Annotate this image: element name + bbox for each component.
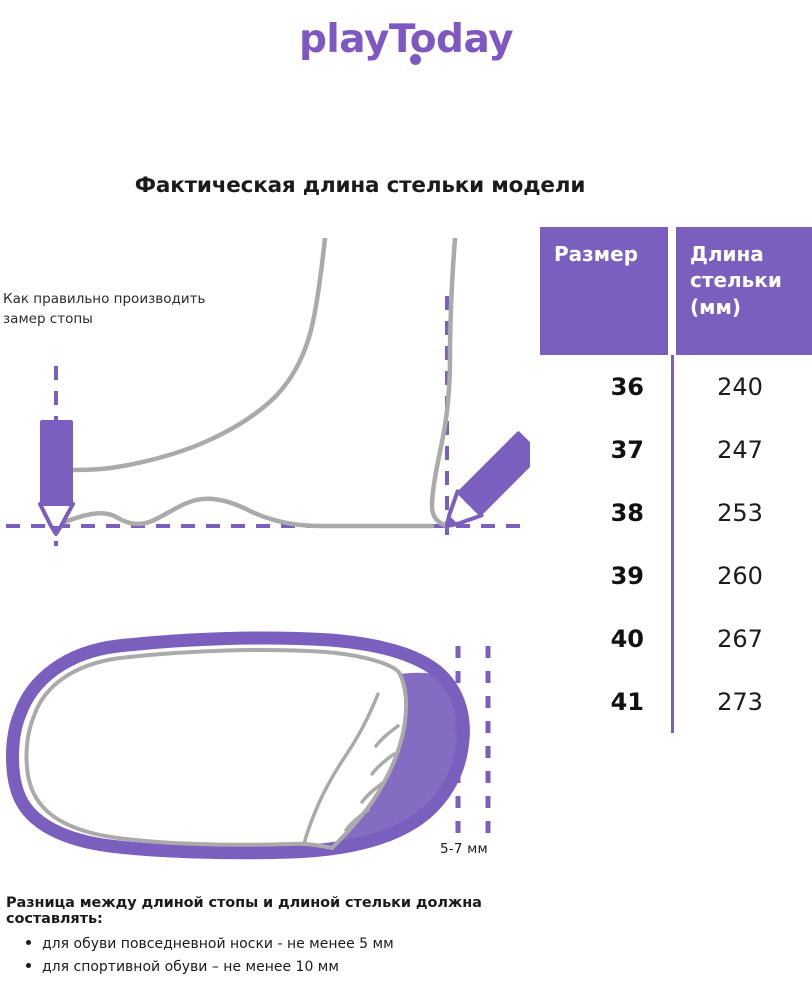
table-row: 36 240 <box>540 355 812 418</box>
foot-side-view-diagram <box>6 238 530 546</box>
logo-wordmark: playToday <box>299 16 514 65</box>
left-pencil-point <box>51 526 61 534</box>
footer-bullet-text: для спортивной обуви – не менее 10 мм <box>42 959 339 975</box>
cell-length: 253 <box>717 498 763 527</box>
right-pencil-point <box>447 515 458 526</box>
toe-divider-4 <box>344 808 370 832</box>
page-title: Фактическая длина стельки модели <box>134 173 586 198</box>
table-header-length-line-2: стельки <box>690 268 782 293</box>
cell-length: 273 <box>717 687 763 716</box>
toe-divider-2 <box>370 752 396 776</box>
cell-size: 40 <box>610 624 644 653</box>
left-pencil-tip <box>40 504 73 534</box>
measure-note-line-1: Как правильно производить <box>3 291 206 307</box>
cell-size: 39 <box>610 561 644 590</box>
table-header-length: Длина стельки (мм) <box>676 227 812 355</box>
cell-length: 260 <box>717 561 763 590</box>
toe-divider-3 <box>360 780 386 804</box>
logo-label: playToday <box>299 16 514 62</box>
cell-size: 38 <box>610 498 644 527</box>
foot-sole-outline <box>54 467 435 529</box>
insole-toe-allowance-fill <box>332 672 464 848</box>
table-column-divider <box>671 355 674 733</box>
table-row: 40 267 <box>540 607 812 670</box>
table-header-size: Размер <box>540 227 668 355</box>
toe-divider-1 <box>374 724 400 748</box>
table-header-length-line-3: (мм) <box>690 294 741 319</box>
table-header-length-line-1: Длина <box>690 242 764 266</box>
cell-length: 247 <box>717 435 763 464</box>
footer-bullet-text: для обуви повседневной носки - не менее … <box>42 936 394 952</box>
insole-outline <box>6 631 470 860</box>
foot-outline-bottom <box>24 656 334 850</box>
bullet-dot-icon <box>26 963 31 968</box>
footer-heading: Разница между длиной стопы и длиной стел… <box>6 895 482 927</box>
measure-note-line-2: замер стопы <box>3 310 93 327</box>
footer-bullet-item: для обуви повседневной носки - не менее … <box>26 936 566 952</box>
table-row: 39 260 <box>540 544 812 607</box>
toe-gap-label: 5-7 мм <box>440 841 488 857</box>
right-pencil-body <box>458 431 530 515</box>
toe-crease-line <box>302 692 380 846</box>
brand-logo: playToday <box>0 8 812 70</box>
table-row: 41 273 <box>540 670 812 733</box>
cell-length: 267 <box>717 624 763 653</box>
leg-back-outline <box>429 238 458 529</box>
insole-footprint-diagram <box>6 631 491 860</box>
cell-length: 240 <box>717 372 763 401</box>
bullet-dot-icon <box>26 940 31 945</box>
footer-notes: Разница между длиной стопы и длиной стел… <box>6 895 566 982</box>
foot-outline-top <box>118 648 409 850</box>
table-row: 37 247 <box>540 418 812 481</box>
table-row: 38 253 <box>540 481 812 544</box>
table-header-row: Размер Длина стельки (мм) <box>540 227 812 355</box>
table-header-size-label: Размер <box>554 242 639 266</box>
right-pencil <box>445 431 530 528</box>
footer-bullet-item: для спортивной обуви – не менее 10 мм <box>26 959 566 975</box>
left-pencil-body <box>40 420 73 504</box>
cell-size: 37 <box>610 435 644 464</box>
cell-size: 41 <box>610 687 644 716</box>
cell-size: 36 <box>610 372 644 401</box>
table-body: 36 240 37 247 38 253 39 260 40 267 41 27… <box>540 355 812 733</box>
logo-dot-icon <box>410 53 421 65</box>
measure-instruction-note: Как правильно производить замер стопы <box>3 290 233 329</box>
leg-front-outline <box>67 238 328 473</box>
size-table: Размер Длина стельки (мм) 36 240 37 247 … <box>540 227 812 733</box>
